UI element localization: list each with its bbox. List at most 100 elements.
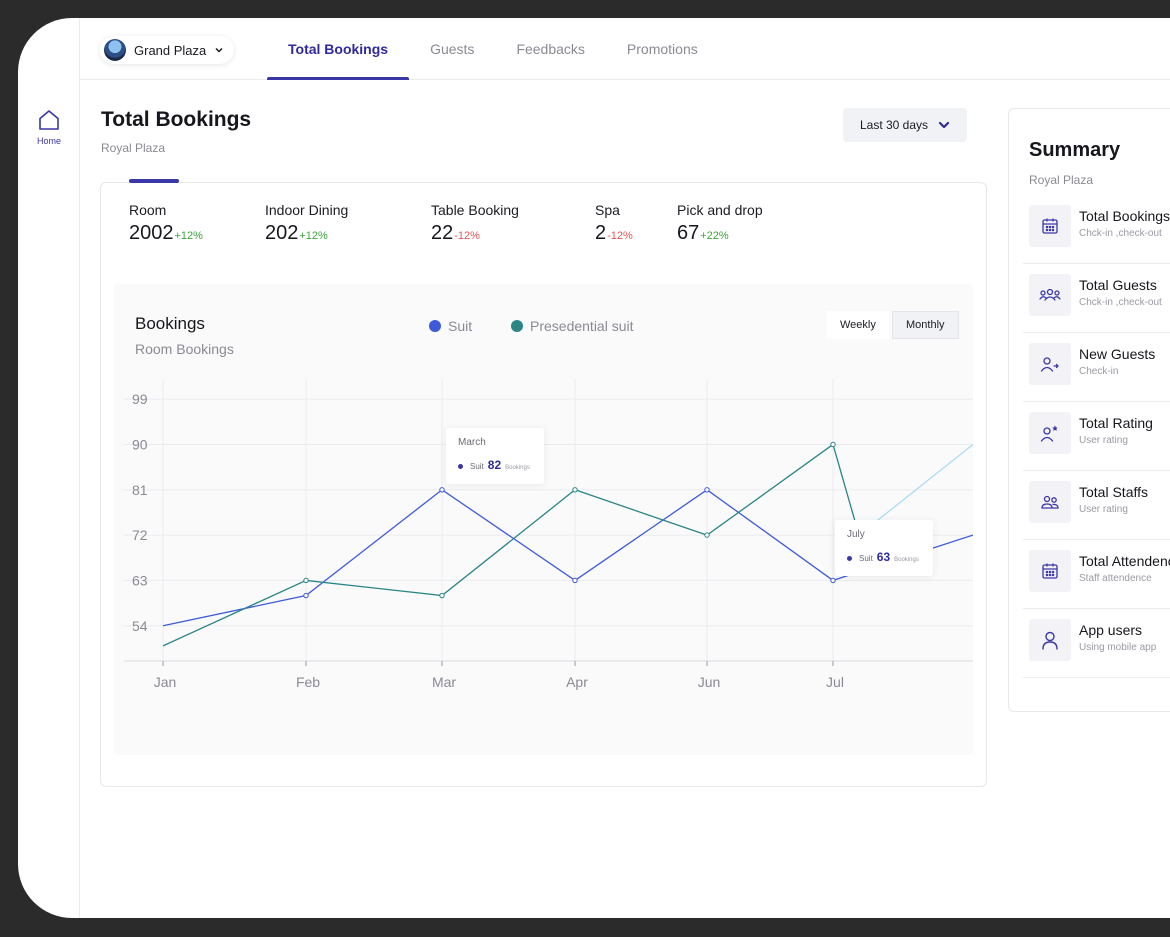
sidebar-item-home[interactable]: Home	[18, 108, 80, 146]
tooltip-month: July	[847, 529, 865, 540]
stat-room[interactable]: Room 2002 +12%	[129, 202, 203, 245]
stat-change: +22%	[700, 230, 729, 242]
chart-panel: Bookings Room Bookings Suit Presedential…	[114, 284, 973, 755]
page-title: Total Bookings	[101, 108, 252, 131]
x-tick-label: Jan	[154, 674, 177, 690]
series-line-suit	[162, 488, 834, 627]
sidebar: Home	[18, 18, 80, 918]
summary-item-desc: Chck-in ,check-out	[1079, 297, 1162, 308]
summary-item-app-users[interactable]: App users Using mobile app	[1023, 609, 1170, 678]
legend-dot	[511, 320, 523, 332]
tooltip-series: Suit	[859, 554, 873, 563]
stat-change: +12%	[174, 230, 203, 242]
y-tick-label: 63	[132, 572, 148, 588]
summary-item-total-bookings[interactable]: Total Bookings Chck-in ,check-out	[1023, 195, 1170, 264]
chart-tooltip-march: March Suit 82 Bookings	[446, 428, 544, 484]
tab-feedbacks[interactable]: Feedbacks	[516, 41, 585, 57]
data-point	[303, 592, 309, 599]
legend-item-presedential-suit: Presedential suit	[511, 318, 634, 334]
app-screen: Home Grand Plaza Total Bookings Guests F…	[18, 18, 1170, 918]
summary-item-desc: Check-in	[1079, 366, 1119, 377]
tooltip-dot	[847, 556, 852, 561]
user-icon	[1029, 619, 1071, 661]
tooltip-dot	[458, 464, 463, 469]
stat-table-booking[interactable]: Table Booking 22 -12%	[431, 202, 519, 245]
series-line-presedential-suit	[162, 443, 834, 647]
bookings-card: Room 2002 +12% Indoor Dining 202 +12% Ta…	[100, 179, 987, 787]
stat-label: Table Booking	[431, 202, 519, 218]
monthly-toggle[interactable]: Monthly	[892, 311, 959, 339]
hotel-name: Grand Plaza	[134, 42, 207, 58]
summary-item-desc: Using mobile app	[1079, 642, 1157, 653]
data-point	[303, 577, 309, 584]
data-point	[572, 487, 578, 493]
stat-change: -12%	[607, 230, 633, 242]
data-point	[704, 532, 710, 538]
stat-spa[interactable]: Spa 2 -12%	[595, 202, 633, 245]
tab-guests[interactable]: Guests	[430, 41, 475, 57]
data-point	[830, 441, 836, 448]
date-range-dropdown[interactable]: Last 30 days	[843, 108, 967, 142]
stat-indoor-dining[interactable]: Indoor Dining 202 +12%	[265, 202, 348, 245]
stat-label: Room	[129, 202, 167, 218]
summary-panel: Summary Royal Plaza Total Bookings Chck-…	[1008, 108, 1170, 712]
legend-label: Suit	[448, 318, 473, 334]
legend-dot	[429, 320, 441, 332]
summary-item-label: Total Bookings	[1079, 208, 1170, 224]
stat-label: Spa	[595, 202, 620, 218]
tooltip-unit: Bookings	[505, 465, 530, 471]
summary-item-new-guests[interactable]: New Guests Check-in	[1023, 333, 1170, 402]
stat-value: 22	[431, 222, 454, 244]
x-tick-label: Mar	[432, 674, 456, 690]
calendar-icon	[1029, 205, 1071, 247]
summary-item-label: Total Guests	[1079, 277, 1157, 293]
summary-item-total-guests[interactable]: Total Guests Chck-in ,check-out	[1023, 264, 1170, 333]
stat-value: 2	[595, 222, 607, 244]
home-icon	[18, 108, 80, 132]
chart-title: Bookings	[135, 314, 205, 333]
stat-value: 202	[265, 222, 299, 244]
chevron-down-icon	[215, 47, 223, 53]
weekly-toggle[interactable]: Weekly	[827, 311, 889, 339]
tooltip-value: 82	[487, 458, 502, 472]
calendar-icon	[1029, 550, 1071, 592]
summary-item-desc: Chck-in ,check-out	[1079, 228, 1162, 239]
y-tick-label: 72	[132, 527, 148, 543]
stat-change: +12%	[299, 230, 328, 242]
tooltip-month: March	[458, 437, 486, 448]
tab-total-bookings[interactable]: Total Bookings	[267, 18, 410, 80]
chevron-down-icon	[938, 121, 950, 129]
tab-promotions[interactable]: Promotions	[626, 41, 698, 57]
summary-item-label: Total Staffs	[1079, 484, 1149, 500]
stat-label: Pick and drop	[677, 202, 763, 218]
x-tick-label: Apr	[566, 674, 588, 690]
stat-value: 67	[677, 222, 700, 244]
summary-item-label: Total Attendence	[1079, 553, 1170, 569]
chart-tooltip-july: July Suit 63 Bookings	[835, 520, 933, 576]
summary-item-label: New Guests	[1079, 346, 1156, 362]
summary-item-label: Total Rating	[1079, 415, 1153, 431]
summary-item-desc: User rating	[1079, 435, 1128, 446]
summary-subtitle: Royal Plaza	[1029, 173, 1094, 187]
summary-item-total-attendence[interactable]: Total Attendence Staff attendence	[1023, 540, 1170, 609]
summary-item-total-rating[interactable]: Total Rating User rating	[1023, 402, 1170, 471]
stat-value: 2002	[129, 222, 174, 244]
y-tick-label: 99	[132, 391, 148, 407]
top-bar: Grand Plaza Total Bookings Guests Feedba…	[80, 18, 1170, 80]
stat-label: Indoor Dining	[265, 202, 349, 218]
stat-pick-and-drop[interactable]: Pick and drop 67 +22%	[677, 202, 763, 245]
card-accent	[129, 179, 179, 183]
tooltip-unit: Bookings	[894, 557, 919, 563]
hotel-selector[interactable]: Grand Plaza	[100, 36, 235, 64]
hotel-avatar	[104, 39, 126, 61]
data-point	[439, 487, 445, 493]
summary-item-desc: Staff attendence	[1079, 573, 1152, 584]
data-point	[572, 577, 578, 584]
guests-icon	[1029, 274, 1071, 316]
chart-subtitle: Room Bookings	[135, 341, 234, 357]
summary-item-label: App users	[1079, 622, 1143, 638]
data-point	[830, 577, 836, 584]
y-tick-label: 90	[132, 436, 148, 452]
summary-item-total-staffs[interactable]: Total Staffs User rating	[1023, 471, 1170, 540]
